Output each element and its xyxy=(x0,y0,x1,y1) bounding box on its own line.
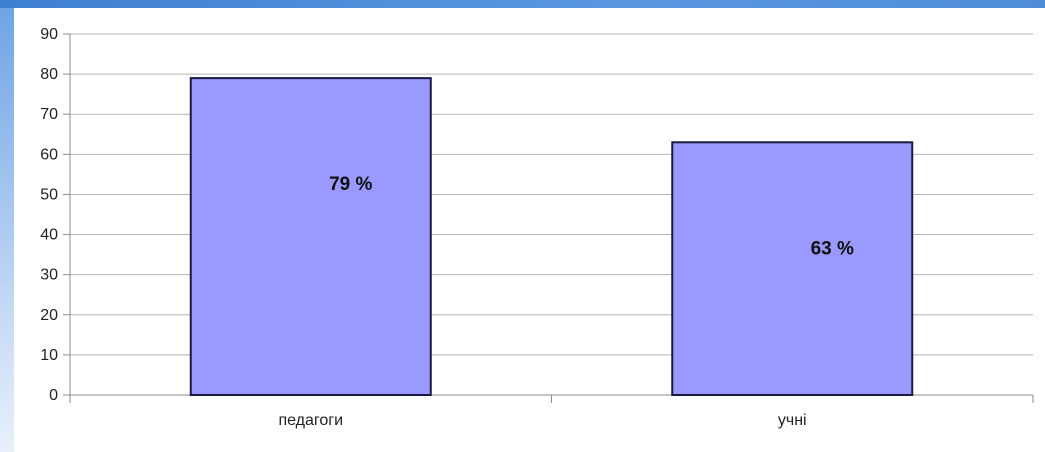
y-tick-label: 40 xyxy=(40,227,58,244)
y-tick-label: 0 xyxy=(49,387,58,404)
frame-top-border xyxy=(0,0,1045,8)
y-tick-label: 70 xyxy=(40,106,58,123)
y-tick-label: 80 xyxy=(40,66,58,83)
y-tick-label: 30 xyxy=(40,267,58,284)
bars xyxy=(189,77,914,396)
bar-1 xyxy=(671,141,914,396)
y-axis-ticks: 0 10 20 30 40 50 60 70 80 90 xyxy=(40,26,71,404)
category-label-0: педагоги xyxy=(278,412,343,429)
y-tick-label: 10 xyxy=(40,347,58,364)
y-tick-label: 20 xyxy=(40,307,58,324)
x-axis: педагоги учні xyxy=(69,395,1034,429)
category-label-1: учні xyxy=(778,412,807,429)
data-label-0: 79 % xyxy=(329,174,372,195)
frame-left-border xyxy=(0,8,14,452)
data-label-1: 63 % xyxy=(811,238,854,259)
y-tick-label: 90 xyxy=(40,26,58,43)
data-labels: 79 % 63 % xyxy=(329,174,854,259)
y-tick-label: 50 xyxy=(40,186,58,203)
bar-0 xyxy=(189,77,432,396)
y-tick-label: 60 xyxy=(40,146,58,163)
